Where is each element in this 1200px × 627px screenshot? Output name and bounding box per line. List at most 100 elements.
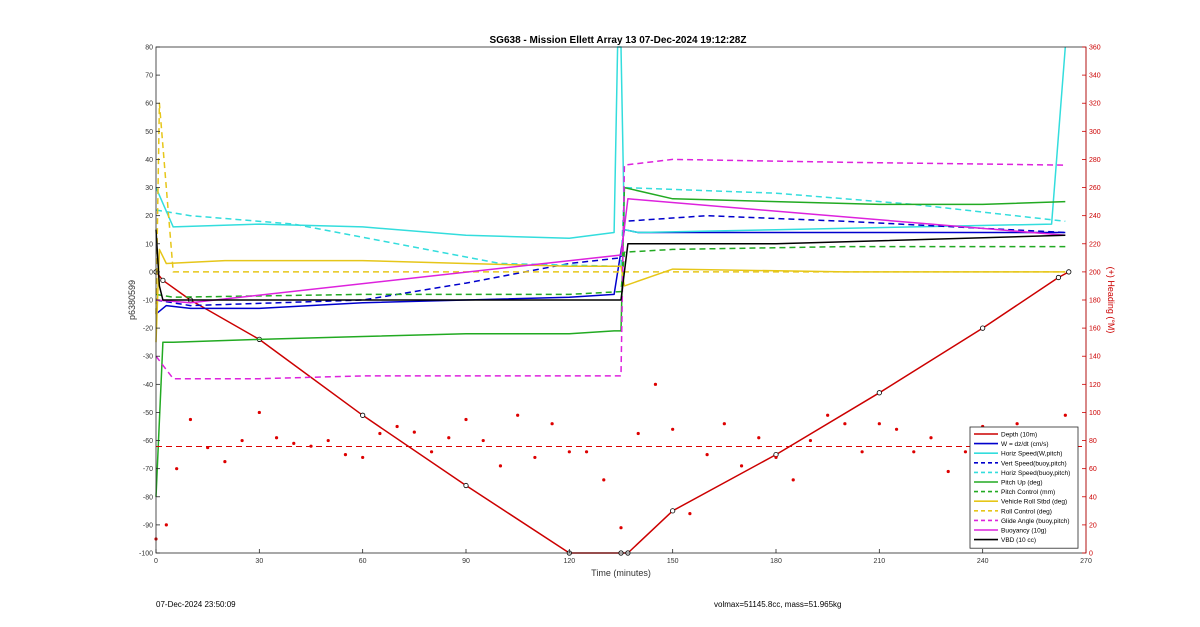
heading-point (722, 422, 726, 426)
depth-marker (360, 412, 366, 418)
heading-point (498, 464, 503, 468)
heading-point (343, 453, 348, 457)
y2-tick-label: 80 (1089, 438, 1097, 445)
heading-point (774, 455, 778, 460)
chart-title: SG638 - Mission Ellett Array 13 07-Dec-2… (490, 35, 747, 46)
y-tick-label: 70 (145, 73, 153, 80)
footer-mass-info: volmax=51145.8cc, mass=51.965kg (714, 600, 842, 609)
y2-tick-label: 20 (1089, 522, 1097, 529)
y2-tick-label: 340 (1089, 73, 1101, 80)
y-tick-label: -90 (143, 522, 153, 529)
chart-legend: Depth (10m) W = dz/dt (cm/s) Horiz Speed(W… (969, 426, 1079, 549)
heading-point (584, 450, 589, 454)
y2-tick-label: 280 (1089, 157, 1101, 164)
depth-marker (670, 508, 676, 514)
y-tick-label: -80 (143, 494, 153, 501)
y-tick-label: -60 (143, 438, 153, 445)
heading-point (447, 436, 451, 440)
series-horiz-speed-w-pitch-line (155, 46, 1067, 239)
heading-point (791, 478, 795, 482)
x-tick-label: 270 (1080, 558, 1092, 565)
y-tick-label: 50 (145, 129, 153, 136)
x-tick-label: 30 (255, 558, 263, 565)
heading-point (602, 478, 606, 482)
x-tick-label: 120 (563, 558, 575, 565)
heading-point (429, 450, 434, 454)
series-vehicle-roll-stbd-deg-line (155, 248, 1066, 343)
y-axis-label: p6380599 (127, 280, 137, 320)
legend-entry-label: VBD (10 cc) (1001, 537, 1036, 544)
legend-entry-label: Roll Control (deg) (1001, 508, 1052, 515)
heading-point (412, 430, 416, 434)
heading-point (1015, 422, 1019, 426)
y2-tick-label: 320 (1089, 101, 1101, 108)
legend-box (969, 426, 1079, 549)
x-tick-label: 150 (667, 558, 679, 565)
series-glide-angle-buoy-pitch-line (155, 158, 1066, 380)
series-w-dz-dt-cm-s-line (155, 228, 1066, 315)
y2-tick-label: 180 (1089, 298, 1101, 305)
legend-entry-label: W = dz/dt (cm/s) (1001, 441, 1049, 448)
legend-entry-label: Horiz Speed(buoy,pitch) (1001, 470, 1070, 477)
heading-point (240, 438, 244, 443)
heading-point (361, 455, 365, 460)
legend-entry-label: Horiz Speed(W,pitch) (1001, 451, 1062, 458)
x-tick-label: 180 (770, 558, 782, 565)
legend-entry-label: Pitch Control (mm) (1001, 489, 1055, 496)
heading-point (464, 417, 468, 422)
y-tick-label: -50 (143, 410, 153, 417)
heading-point (826, 413, 830, 417)
legend-entry-label: Buoyancy (10g) (1001, 528, 1047, 535)
y2-tick-label: 240 (1089, 213, 1101, 220)
legend-entry-label: Vert Speed(buoy,pitch) (1001, 460, 1067, 467)
heading-point (929, 436, 933, 440)
heading-point (516, 413, 520, 417)
heading-point (877, 422, 881, 426)
heading-point (481, 438, 485, 443)
y-tick-label: 0 (149, 269, 153, 276)
heading-point (808, 438, 813, 443)
y2-tick-label: 120 (1089, 382, 1101, 389)
depth-marker (160, 277, 166, 283)
x-tick-label: 60 (359, 558, 367, 565)
depth-marker (980, 325, 986, 331)
legend-entry-label: Depth (10m) (1001, 432, 1037, 439)
y-tick-label: -100 (139, 551, 153, 558)
y-tick-label: 80 (145, 45, 153, 52)
heading-point (739, 464, 744, 468)
y-tick-label: 30 (145, 185, 153, 192)
heading-point (567, 450, 571, 454)
y2-tick-label: 100 (1089, 410, 1101, 417)
y-tick-label: 20 (145, 213, 153, 220)
y2-tick-label: 160 (1089, 326, 1101, 333)
series-heading-points (154, 382, 1067, 541)
depth-marker (463, 482, 469, 489)
y-tick-label: -70 (143, 466, 153, 473)
heading-point (946, 469, 950, 474)
series-pitch-up-deg-line (155, 186, 1066, 497)
heading-point (378, 431, 382, 436)
heading-point (188, 417, 193, 422)
x-tick-label: 0 (154, 558, 158, 565)
y-tick-label: -40 (143, 382, 153, 389)
heading-point (912, 450, 916, 454)
y2-tick-label: 360 (1089, 45, 1101, 52)
series-vert-speed-buoy-pitch-line (155, 214, 1066, 307)
footer-timestamp: 07-Dec-2024 23:50:09 (156, 600, 236, 609)
y2-axis-label: (+) Heading (°M) (1106, 267, 1116, 334)
heading-point (550, 422, 554, 426)
heading-point (223, 460, 227, 464)
legend-entry-label: Pitch Up (deg) (1001, 480, 1043, 487)
y2-tick-label: 140 (1089, 354, 1101, 361)
heading-point (533, 455, 537, 460)
y-tick-label: 60 (145, 101, 153, 108)
heading-point (636, 431, 640, 436)
series-roll-control-deg-line (155, 102, 1066, 315)
x-tick-label: 240 (977, 558, 989, 565)
heading-point (894, 427, 899, 431)
y2-tick-label: 60 (1089, 466, 1097, 473)
series-depth-10m-line (155, 271, 1070, 554)
heading-point (274, 436, 279, 440)
